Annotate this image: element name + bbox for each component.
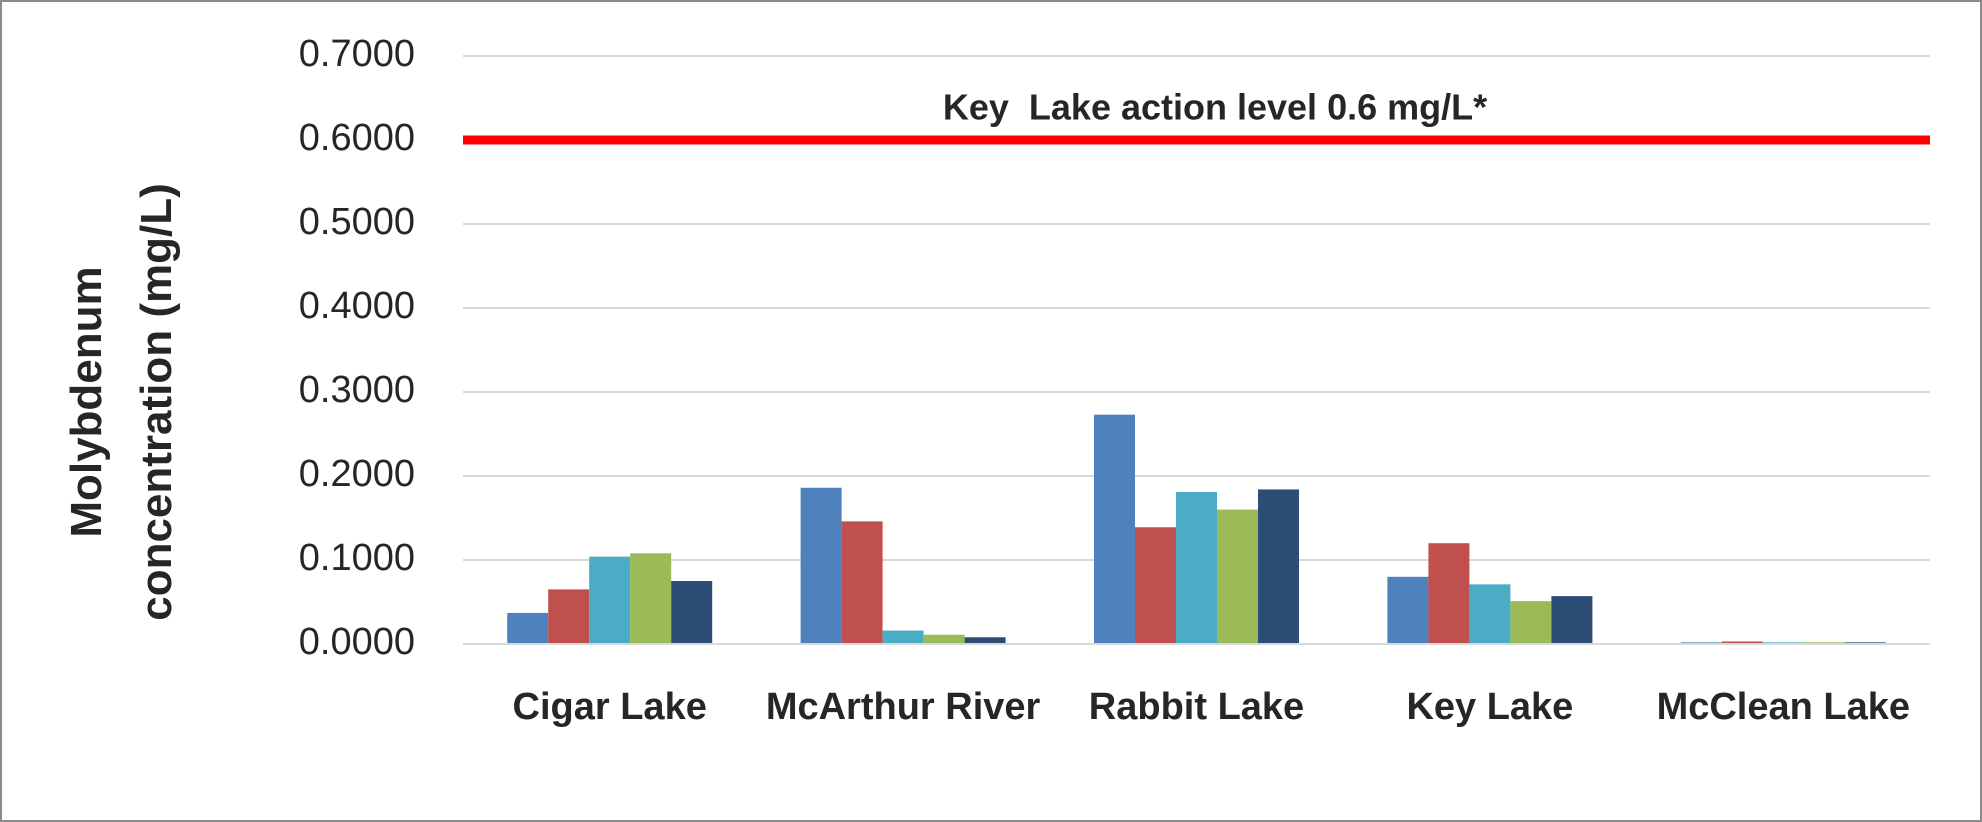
bar — [1217, 509, 1258, 644]
bar — [1258, 489, 1299, 644]
y-axis-title: Molybdenum concentration (mg/L) — [62, 183, 181, 621]
bar — [630, 553, 672, 644]
bar — [964, 637, 1006, 644]
bar — [882, 630, 924, 644]
reference-label: Key Lake action level 0.6 mg/L* — [943, 87, 1487, 128]
bar — [1551, 596, 1593, 644]
bar — [589, 556, 631, 644]
bar — [1387, 576, 1429, 644]
x-tick-label: McArthur River — [765, 686, 1041, 728]
bar — [507, 612, 549, 644]
x-tick-label: Cigar Lake — [512, 686, 707, 728]
y-tick-label: 0.7000 — [299, 33, 415, 75]
bar — [671, 581, 713, 644]
bar — [1094, 414, 1135, 644]
y-tick-label: 0.0000 — [299, 621, 415, 663]
y-tick-label: 0.3000 — [299, 369, 415, 411]
y-tick-label: 0.2000 — [299, 453, 415, 495]
y-tick-label: 0.4000 — [299, 285, 415, 327]
bar — [1510, 601, 1552, 644]
y-tick-label: 0.6000 — [299, 117, 415, 159]
bar — [1721, 641, 1763, 644]
y-tick-label: 0.1000 — [299, 537, 415, 579]
bar — [1469, 584, 1511, 644]
x-tick-label: Rabbit Lake — [1088, 686, 1305, 728]
bar — [923, 634, 965, 644]
bar — [548, 589, 590, 644]
bar — [1428, 543, 1470, 644]
x-tick-label: Key Lake — [1406, 686, 1574, 728]
bar — [1135, 527, 1176, 644]
bar — [800, 487, 842, 644]
bar — [1176, 491, 1217, 644]
bar — [841, 521, 883, 644]
y-tick-label: 0.5000 — [299, 201, 415, 243]
x-tick-label: McClean Lake — [1656, 686, 1911, 728]
